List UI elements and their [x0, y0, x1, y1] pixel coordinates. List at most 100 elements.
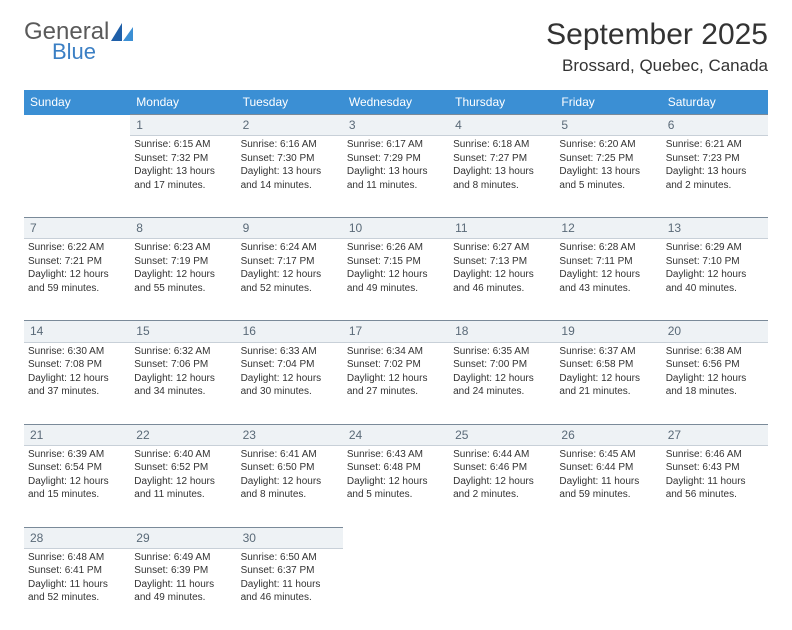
month-title: September 2025 — [546, 18, 768, 52]
sunrise-text: Sunrise: 6:23 AM — [134, 241, 232, 255]
weekday-header: Sunday — [24, 90, 130, 115]
day-cell: Sunrise: 6:27 AMSunset: 7:13 PMDaylight:… — [449, 239, 555, 321]
day-number: 23 — [237, 424, 343, 445]
day-number: 4 — [449, 115, 555, 136]
day-content-row: Sunrise: 6:39 AMSunset: 6:54 PMDaylight:… — [24, 445, 768, 527]
day-number-row: 78910111213 — [24, 218, 768, 239]
sunset-text: Sunset: 7:32 PM — [134, 152, 232, 166]
daylight-text: Daylight: 11 hours and 56 minutes. — [666, 475, 764, 502]
sunrise-text: Sunrise: 6:24 AM — [241, 241, 339, 255]
day-number-row: 21222324252627 — [24, 424, 768, 445]
day-cell — [343, 548, 449, 630]
day-cell: Sunrise: 6:30 AMSunset: 7:08 PMDaylight:… — [24, 342, 130, 424]
day-cell: Sunrise: 6:32 AMSunset: 7:06 PMDaylight:… — [130, 342, 236, 424]
day-number: 5 — [555, 115, 661, 136]
daylight-text: Daylight: 12 hours and 15 minutes. — [28, 475, 126, 502]
day-cell: Sunrise: 6:15 AMSunset: 7:32 PMDaylight:… — [130, 136, 236, 218]
sunset-text: Sunset: 6:44 PM — [559, 461, 657, 475]
day-number: 26 — [555, 424, 661, 445]
sunset-text: Sunset: 6:50 PM — [241, 461, 339, 475]
day-number-row: 123456 — [24, 115, 768, 136]
sunset-text: Sunset: 7:11 PM — [559, 255, 657, 269]
day-content-row: Sunrise: 6:30 AMSunset: 7:08 PMDaylight:… — [24, 342, 768, 424]
day-number: 2 — [237, 115, 343, 136]
logo-sail-icon — [111, 23, 133, 41]
daylight-text: Daylight: 12 hours and 59 minutes. — [28, 268, 126, 295]
weekday-header: Monday — [130, 90, 236, 115]
sunset-text: Sunset: 6:46 PM — [453, 461, 551, 475]
sunset-text: Sunset: 7:27 PM — [453, 152, 551, 166]
daylight-text: Daylight: 13 hours and 14 minutes. — [241, 165, 339, 192]
sunrise-text: Sunrise: 6:22 AM — [28, 241, 126, 255]
day-number: 27 — [662, 424, 768, 445]
daylight-text: Daylight: 12 hours and 55 minutes. — [134, 268, 232, 295]
day-cell: Sunrise: 6:29 AMSunset: 7:10 PMDaylight:… — [662, 239, 768, 321]
sunset-text: Sunset: 7:15 PM — [347, 255, 445, 269]
day-cell — [449, 548, 555, 630]
day-number-row: 282930 — [24, 527, 768, 548]
sunset-text: Sunset: 6:41 PM — [28, 564, 126, 578]
sunset-text: Sunset: 7:30 PM — [241, 152, 339, 166]
sunrise-text: Sunrise: 6:43 AM — [347, 448, 445, 462]
weekday-header: Friday — [555, 90, 661, 115]
day-number: 20 — [662, 321, 768, 342]
daylight-text: Daylight: 11 hours and 46 minutes. — [241, 578, 339, 605]
sunrise-text: Sunrise: 6:41 AM — [241, 448, 339, 462]
day-number: 19 — [555, 321, 661, 342]
sunrise-text: Sunrise: 6:20 AM — [559, 138, 657, 152]
day-cell: Sunrise: 6:44 AMSunset: 6:46 PMDaylight:… — [449, 445, 555, 527]
sunrise-text: Sunrise: 6:35 AM — [453, 345, 551, 359]
day-number: 21 — [24, 424, 130, 445]
day-number — [662, 527, 768, 548]
day-number — [555, 527, 661, 548]
daylight-text: Daylight: 12 hours and 37 minutes. — [28, 372, 126, 399]
logo: General Blue — [24, 18, 133, 65]
weekday-header: Wednesday — [343, 90, 449, 115]
day-cell: Sunrise: 6:22 AMSunset: 7:21 PMDaylight:… — [24, 239, 130, 321]
day-number: 9 — [237, 218, 343, 239]
sunrise-text: Sunrise: 6:21 AM — [666, 138, 764, 152]
daylight-text: Daylight: 12 hours and 2 minutes. — [453, 475, 551, 502]
day-number: 11 — [449, 218, 555, 239]
day-number — [24, 115, 130, 136]
daylight-text: Daylight: 12 hours and 24 minutes. — [453, 372, 551, 399]
sunset-text: Sunset: 6:56 PM — [666, 358, 764, 372]
daylight-text: Daylight: 12 hours and 27 minutes. — [347, 372, 445, 399]
sunrise-text: Sunrise: 6:49 AM — [134, 551, 232, 565]
day-number: 8 — [130, 218, 236, 239]
daylight-text: Daylight: 12 hours and 30 minutes. — [241, 372, 339, 399]
day-content-row: Sunrise: 6:22 AMSunset: 7:21 PMDaylight:… — [24, 239, 768, 321]
daylight-text: Daylight: 12 hours and 11 minutes. — [134, 475, 232, 502]
logo-text-blue: Blue — [52, 39, 96, 65]
sunrise-text: Sunrise: 6:16 AM — [241, 138, 339, 152]
day-cell: Sunrise: 6:23 AMSunset: 7:19 PMDaylight:… — [130, 239, 236, 321]
day-cell: Sunrise: 6:26 AMSunset: 7:15 PMDaylight:… — [343, 239, 449, 321]
day-number: 6 — [662, 115, 768, 136]
sunset-text: Sunset: 7:10 PM — [666, 255, 764, 269]
day-number: 3 — [343, 115, 449, 136]
daylight-text: Daylight: 12 hours and 21 minutes. — [559, 372, 657, 399]
day-content-row: Sunrise: 6:15 AMSunset: 7:32 PMDaylight:… — [24, 136, 768, 218]
sunrise-text: Sunrise: 6:46 AM — [666, 448, 764, 462]
day-number: 12 — [555, 218, 661, 239]
sunset-text: Sunset: 7:23 PM — [666, 152, 764, 166]
day-content-row: Sunrise: 6:48 AMSunset: 6:41 PM Daylight:… — [24, 548, 768, 630]
day-cell: Sunrise: 6:43 AMSunset: 6:48 PMDaylight:… — [343, 445, 449, 527]
sunrise-text: Sunrise: 6:30 AM — [28, 345, 126, 359]
sunset-text: Sunset: 7:00 PM — [453, 358, 551, 372]
sunrise-text: Sunrise: 6:29 AM — [666, 241, 764, 255]
day-cell: Sunrise: 6:37 AMSunset: 6:58 PMDaylight:… — [555, 342, 661, 424]
sunset-text: Sunset: 7:08 PM — [28, 358, 126, 372]
sunset-text: Sunset: 7:25 PM — [559, 152, 657, 166]
day-number: 17 — [343, 321, 449, 342]
sunset-text: Sunset: 6:52 PM — [134, 461, 232, 475]
sunrise-text: Sunrise: 6:26 AM — [347, 241, 445, 255]
sunset-text: Sunset: 7:19 PM — [134, 255, 232, 269]
sunrise-text: Sunrise: 6:44 AM — [453, 448, 551, 462]
day-cell: Sunrise: 6:34 AMSunset: 7:02 PMDaylight:… — [343, 342, 449, 424]
daylight-text: Daylight: 13 hours and 17 minutes. — [134, 165, 232, 192]
sunrise-text: Sunrise: 6:48 AM — [28, 551, 126, 565]
daylight-text: Daylight: 12 hours and 40 minutes. — [666, 268, 764, 295]
sunset-text: Sunset: 6:54 PM — [28, 461, 126, 475]
day-number: 7 — [24, 218, 130, 239]
